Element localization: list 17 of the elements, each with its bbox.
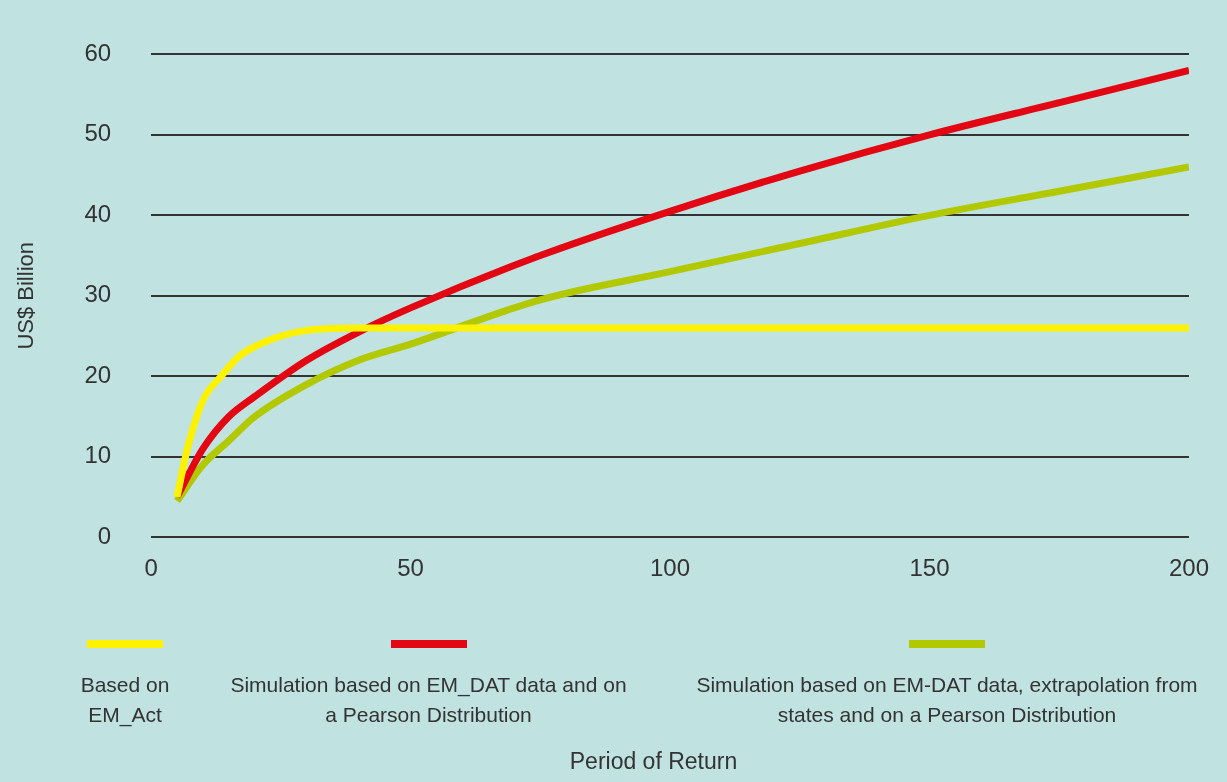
legend-label: Simulation based on EM_DAT data and on a Pearson Distribution <box>229 672 628 728</box>
x-tick-label: 50 <box>397 554 424 582</box>
y-tick-label: 10 <box>84 441 112 469</box>
y-tick-label: 40 <box>84 199 112 227</box>
legend-label: Simulation based on EM-DAT data, extrapolation from states and on a Pearson Distribution <box>695 672 1199 728</box>
y-tick-label: 60 <box>84 39 112 67</box>
text: Period of Return <box>568 748 739 775</box>
y-axis-title: US$ Billion <box>13 242 39 350</box>
x-tick-label: 100 <box>650 554 691 582</box>
y-tick-label: 50 <box>84 119 112 147</box>
y-tick-label: 0 <box>97 521 112 549</box>
y-tick-label: 30 <box>84 280 112 308</box>
y-tick-label: 20 <box>84 360 112 388</box>
legend-label: Based on EM_Act <box>79 672 171 729</box>
x-tick-label: 150 <box>909 554 950 582</box>
x-tick-label: 0 <box>144 554 158 582</box>
x-tick-label: 200 <box>1168 554 1209 582</box>
